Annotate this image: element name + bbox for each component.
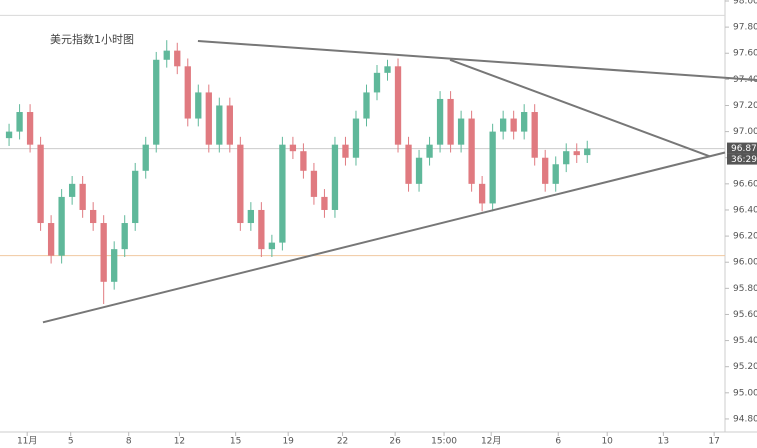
candle-body — [5, 131, 13, 139]
chart-title: 美元指数1小时图 — [50, 32, 134, 46]
y-tick-label: 97.80 — [733, 23, 757, 33]
candle-body — [363, 92, 370, 119]
candle-body — [573, 151, 580, 156]
candle-body — [436, 98, 444, 145]
y-tick-label: 95.20 — [733, 362, 757, 372]
candle-body — [121, 223, 128, 250]
candle-body — [90, 209, 97, 224]
y-tick-label: 94.80 — [733, 414, 757, 424]
x-tick-label: 8 — [126, 437, 132, 447]
x-tick-label: 12月 — [481, 436, 501, 447]
candle-body — [342, 144, 349, 158]
x-tick-label: 15:00 — [431, 437, 457, 447]
countdown-box — [727, 153, 757, 165]
candle-body — [237, 144, 244, 224]
candle-body — [37, 144, 44, 224]
candle-body — [510, 118, 517, 132]
candle-body — [321, 196, 328, 210]
trend-line — [449, 58, 711, 158]
y-tick-label: 96.40 — [733, 205, 757, 215]
candle-body — [68, 183, 76, 197]
candle-body — [384, 66, 391, 73]
candle-body — [195, 92, 202, 119]
candle-body — [79, 183, 86, 210]
candle-body — [216, 105, 223, 145]
candle-body — [258, 209, 265, 250]
x-tick-label: 26 — [389, 437, 401, 447]
candle-body — [289, 144, 297, 152]
candle-body — [247, 209, 255, 224]
candle-body — [26, 112, 34, 145]
candle-body — [489, 131, 496, 204]
candle-body — [499, 118, 507, 132]
x-tick-label: 22 — [337, 437, 348, 447]
candle-body — [300, 151, 307, 171]
y-tick-label: 96.20 — [733, 232, 757, 242]
y-tick-label: 95.60 — [733, 310, 757, 320]
candle-body — [405, 144, 412, 184]
x-tick-label: 10 — [601, 437, 613, 447]
candle-body — [331, 144, 339, 210]
x-tick-label: 11月 — [17, 436, 37, 447]
candle-body — [415, 157, 423, 184]
candle-body — [142, 144, 149, 171]
trend-line — [42, 151, 726, 324]
candle-body — [16, 112, 23, 132]
candle-body — [426, 144, 433, 158]
candle-body — [394, 66, 402, 145]
x-tick-label: 17 — [708, 437, 719, 447]
candle-body — [58, 196, 65, 256]
candle-body — [310, 170, 318, 197]
candle-body — [468, 118, 475, 184]
countdown-label: 36:29 — [731, 155, 757, 165]
y-tick-label: 95.80 — [733, 284, 757, 294]
candle-body — [47, 223, 55, 256]
candle-body — [174, 50, 181, 67]
x-tick-label: 13 — [658, 437, 669, 447]
x-tick-label: 5 — [68, 437, 74, 447]
y-tick-label: 96.00 — [733, 258, 757, 268]
candle-body — [153, 59, 160, 145]
candle-body — [132, 170, 139, 224]
x-tick-label: 6 — [555, 437, 561, 447]
candle-body — [352, 118, 360, 158]
y-tick-label: 95.00 — [733, 388, 757, 398]
candle-body — [268, 242, 276, 250]
candle-body — [184, 66, 191, 119]
candle-body — [163, 50, 170, 60]
trend-line — [197, 39, 757, 82]
candle-body — [226, 105, 233, 145]
price-marker — [727, 142, 757, 154]
candle-body — [111, 249, 118, 282]
candle-body — [542, 157, 549, 184]
candle-body — [563, 151, 570, 165]
candle-body — [279, 144, 286, 243]
candle-body — [552, 164, 559, 184]
candle-body — [457, 118, 465, 145]
y-tick-label: 95.40 — [733, 336, 757, 346]
candle-body — [205, 92, 212, 145]
x-tick-label: 15 — [230, 437, 241, 447]
y-tick-label: 98.00 — [733, 0, 757, 7]
candle-body — [373, 72, 381, 93]
y-tick-label: 96.60 — [733, 179, 757, 189]
candle-body — [478, 183, 486, 204]
candle-body — [100, 223, 107, 282]
candle-body — [584, 148, 591, 156]
y-tick-label: 97.60 — [733, 49, 757, 59]
x-tick-label: 12 — [174, 437, 185, 447]
candle-body — [531, 112, 538, 158]
x-tick-label: 19 — [282, 437, 294, 447]
y-tick-label: 97.00 — [733, 127, 757, 137]
candle-body — [521, 112, 528, 132]
candle-body — [447, 98, 454, 145]
y-tick-label: 97.20 — [733, 101, 757, 111]
price-label: 96.87 — [731, 144, 757, 154]
